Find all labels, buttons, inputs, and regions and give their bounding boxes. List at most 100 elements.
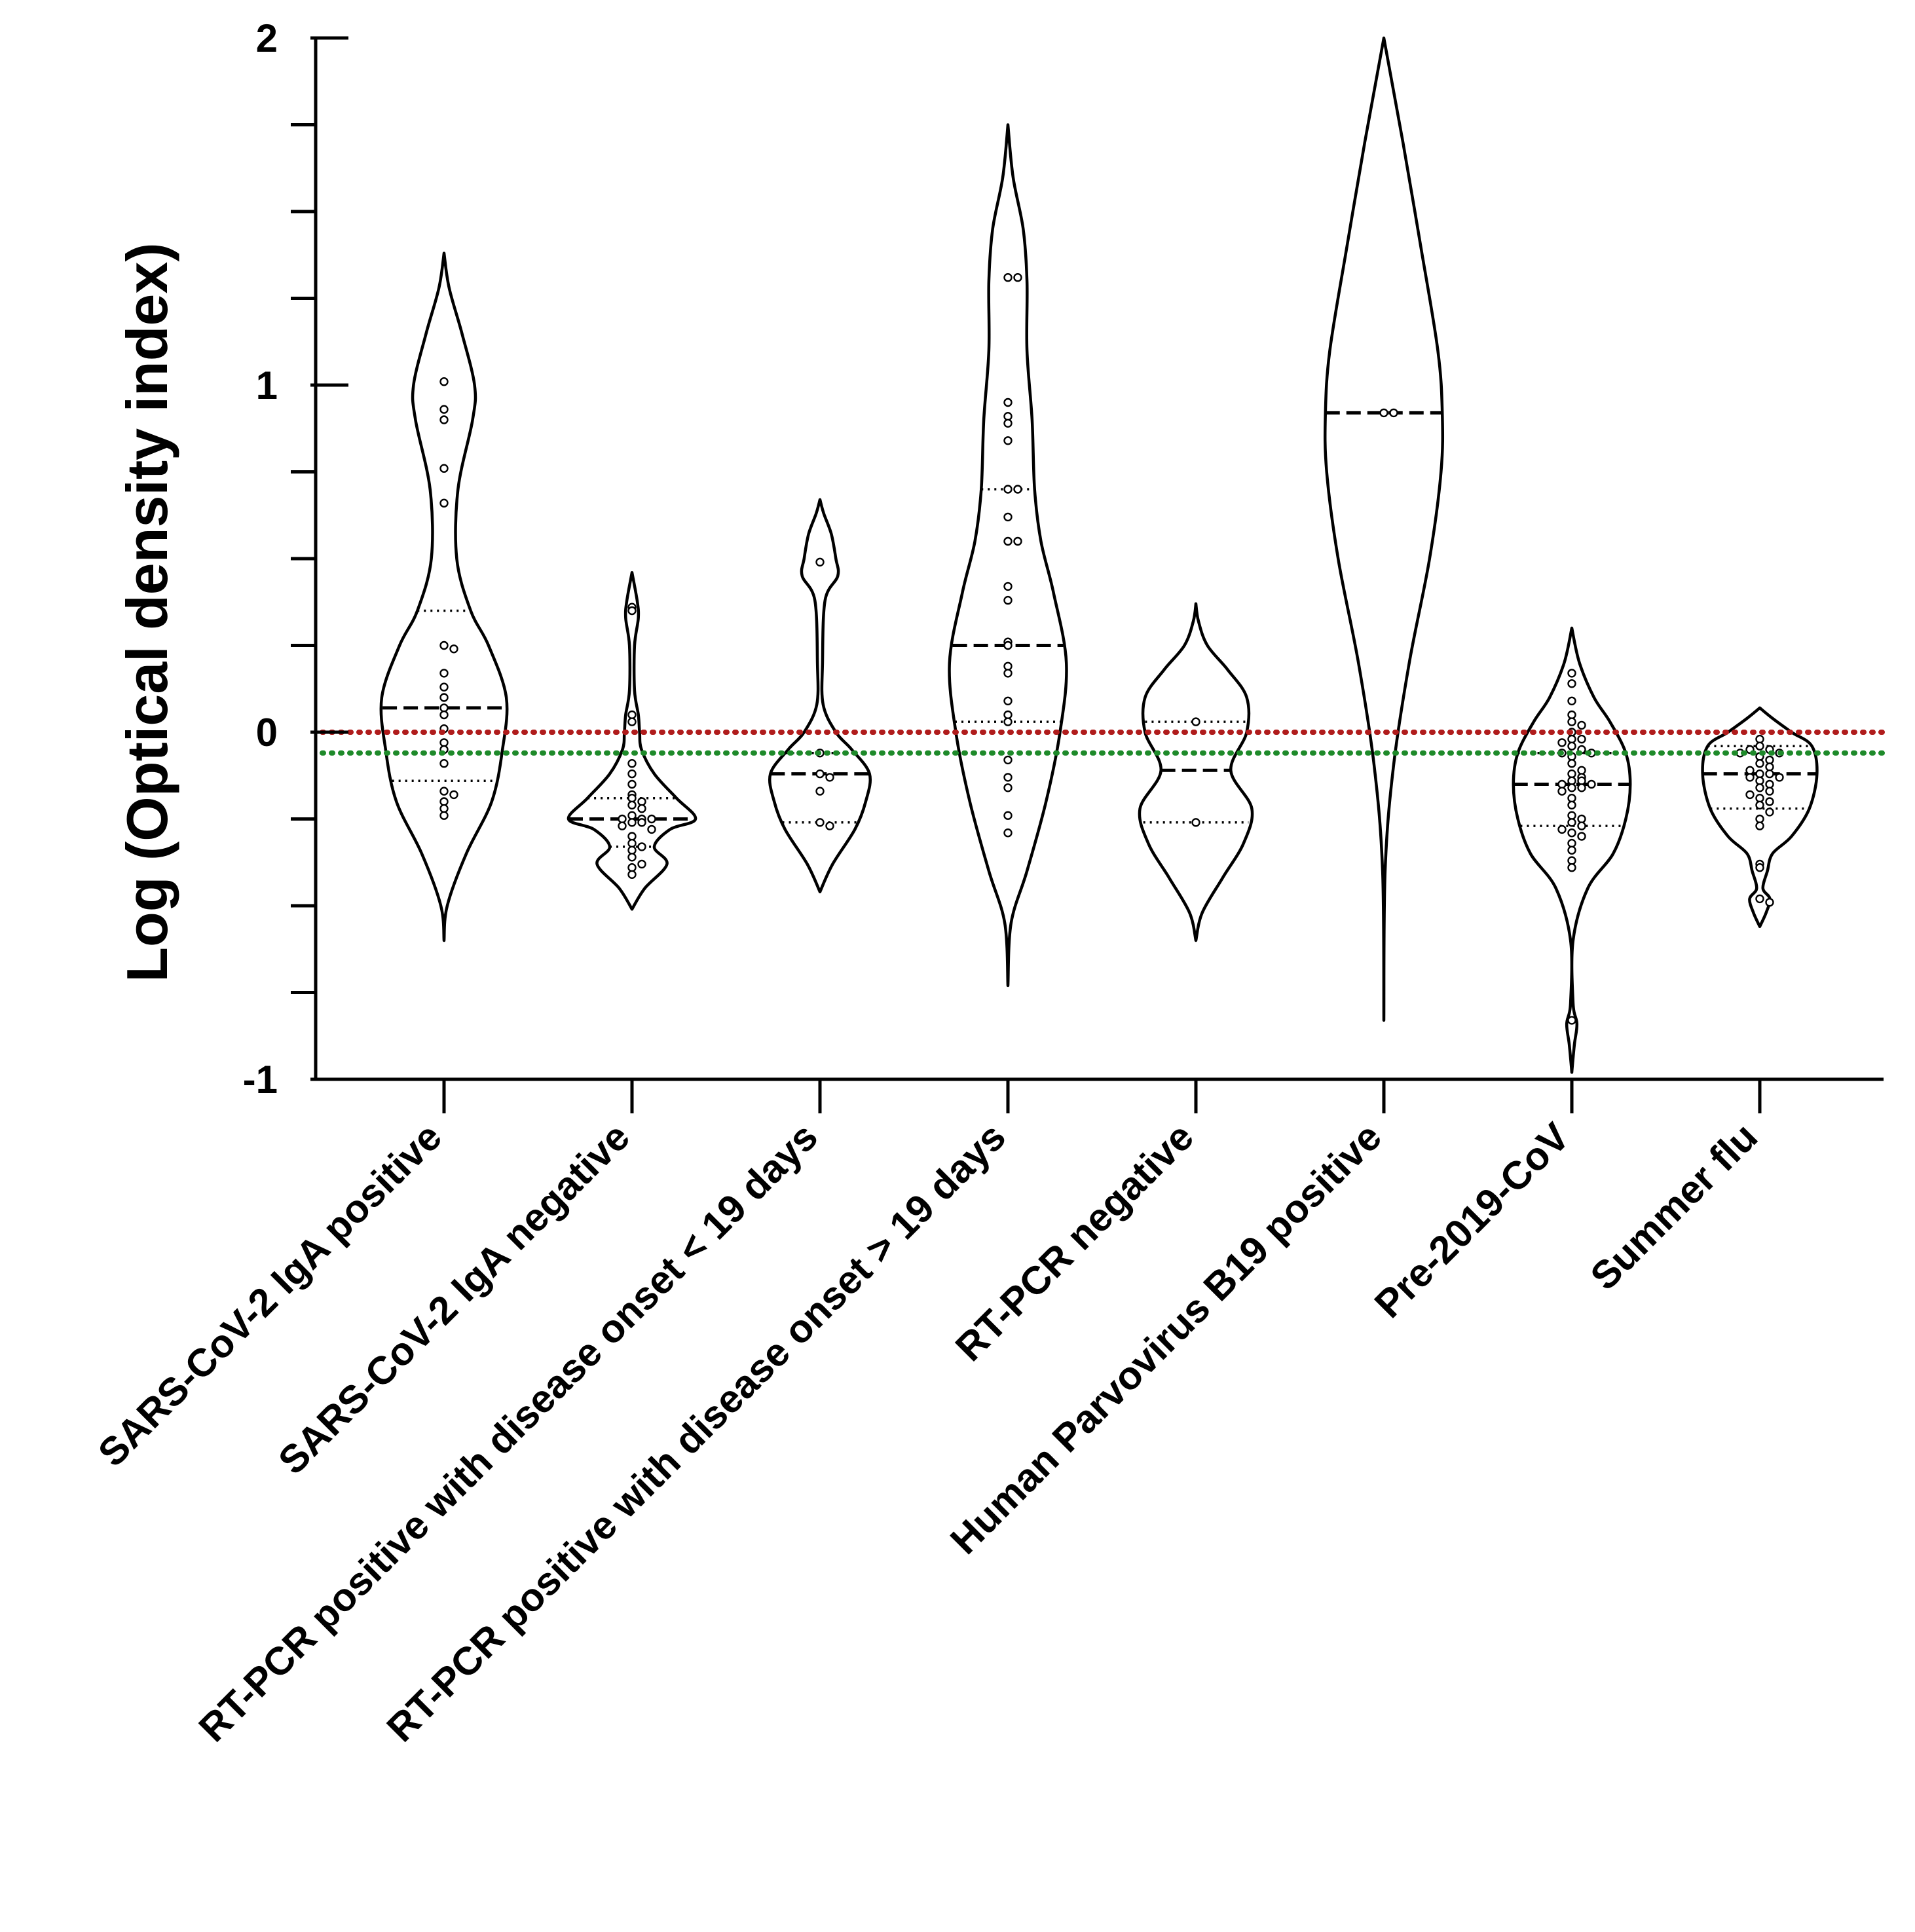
data-point <box>439 405 449 414</box>
data-point <box>439 738 449 747</box>
data-point <box>1745 773 1755 782</box>
data-point <box>1557 825 1567 834</box>
data-point <box>1389 408 1398 418</box>
data-point <box>637 797 646 806</box>
data-point <box>1765 787 1774 796</box>
data-point <box>1567 818 1576 827</box>
data-point <box>1567 845 1576 855</box>
data-point <box>1755 863 1764 872</box>
data-point <box>1765 808 1774 817</box>
data-point <box>627 606 637 616</box>
violin-group <box>948 123 1068 988</box>
data-point <box>627 863 637 872</box>
data-point <box>1755 814 1764 824</box>
data-point <box>439 693 449 702</box>
data-point <box>1003 273 1013 282</box>
data-point <box>1567 793 1576 803</box>
data-point <box>1379 408 1388 418</box>
data-point <box>647 825 656 834</box>
data-point <box>1567 734 1576 744</box>
violin-shape <box>379 251 509 942</box>
data-point <box>647 814 656 824</box>
violin-group <box>1138 602 1254 942</box>
data-point <box>1003 641 1013 650</box>
data-point <box>1003 710 1013 720</box>
data-point <box>1003 582 1013 591</box>
data-point <box>1003 595 1013 605</box>
data-point <box>1755 758 1764 768</box>
data-point <box>1557 738 1567 747</box>
violin-group <box>567 570 697 911</box>
data-point <box>1765 779 1774 789</box>
data-point <box>1755 783 1764 792</box>
violin-shape <box>1138 602 1254 942</box>
data-point <box>815 557 825 567</box>
data-point <box>815 818 825 827</box>
violin-shape <box>567 570 697 911</box>
data-point <box>449 790 458 800</box>
data-point <box>1765 755 1774 765</box>
data-point <box>627 811 637 820</box>
violin-group <box>379 251 509 942</box>
data-point <box>439 710 449 720</box>
data-point <box>1567 838 1576 848</box>
data-point <box>1191 818 1200 827</box>
data-point <box>1587 779 1596 789</box>
data-point <box>439 682 449 692</box>
data-point <box>1003 661 1013 671</box>
y-tick-label: 1 <box>256 363 278 407</box>
data-point <box>1577 766 1586 775</box>
data-point <box>439 804 449 813</box>
data-point <box>439 498 449 508</box>
data-point <box>618 821 627 830</box>
data-point <box>1765 897 1774 907</box>
data-point <box>1755 741 1764 751</box>
data-point <box>1013 536 1022 546</box>
data-point <box>439 811 449 820</box>
data-point <box>1557 779 1567 789</box>
x-tick-label: Human Parvovirus B19 positive <box>942 1115 1390 1563</box>
data-point <box>1003 412 1013 421</box>
data-point <box>439 415 449 424</box>
data-point <box>1765 762 1774 771</box>
x-tick-label: SARS-CoV-2 IgA negative <box>270 1115 638 1483</box>
data-point <box>1567 669 1576 678</box>
data-point <box>1577 783 1586 792</box>
violin-group <box>1323 36 1445 1022</box>
data-point <box>1003 811 1013 820</box>
data-point <box>1003 398 1013 407</box>
data-point <box>1755 800 1764 810</box>
data-point <box>439 464 449 473</box>
data-point <box>1577 821 1586 830</box>
violin-group <box>768 498 872 894</box>
data-point <box>1567 769 1576 779</box>
x-tick-label: Summer flu <box>1582 1115 1766 1299</box>
data-point <box>627 800 637 810</box>
data-point <box>627 853 637 862</box>
data-point <box>1003 512 1013 522</box>
data-point <box>1567 856 1576 865</box>
data-point <box>618 814 627 824</box>
data-point <box>1567 1016 1576 1025</box>
data-point <box>1765 769 1774 779</box>
y-tick-label: -1 <box>243 1058 278 1102</box>
data-point <box>1567 828 1576 838</box>
violin-shape <box>948 123 1068 988</box>
plot-area <box>320 36 1886 1074</box>
data-point <box>627 832 637 841</box>
data-point <box>1003 485 1013 494</box>
data-point <box>815 787 825 796</box>
data-point <box>627 838 637 848</box>
data-point <box>1003 418 1013 428</box>
data-point <box>1567 696 1576 706</box>
data-point <box>627 717 637 726</box>
data-point <box>1003 717 1013 726</box>
data-point <box>1775 773 1784 782</box>
data-point <box>1567 741 1576 751</box>
data-point <box>1003 773 1013 782</box>
data-point <box>1003 669 1013 678</box>
data-point <box>1755 793 1764 803</box>
y-tick-label: 2 <box>256 16 278 60</box>
